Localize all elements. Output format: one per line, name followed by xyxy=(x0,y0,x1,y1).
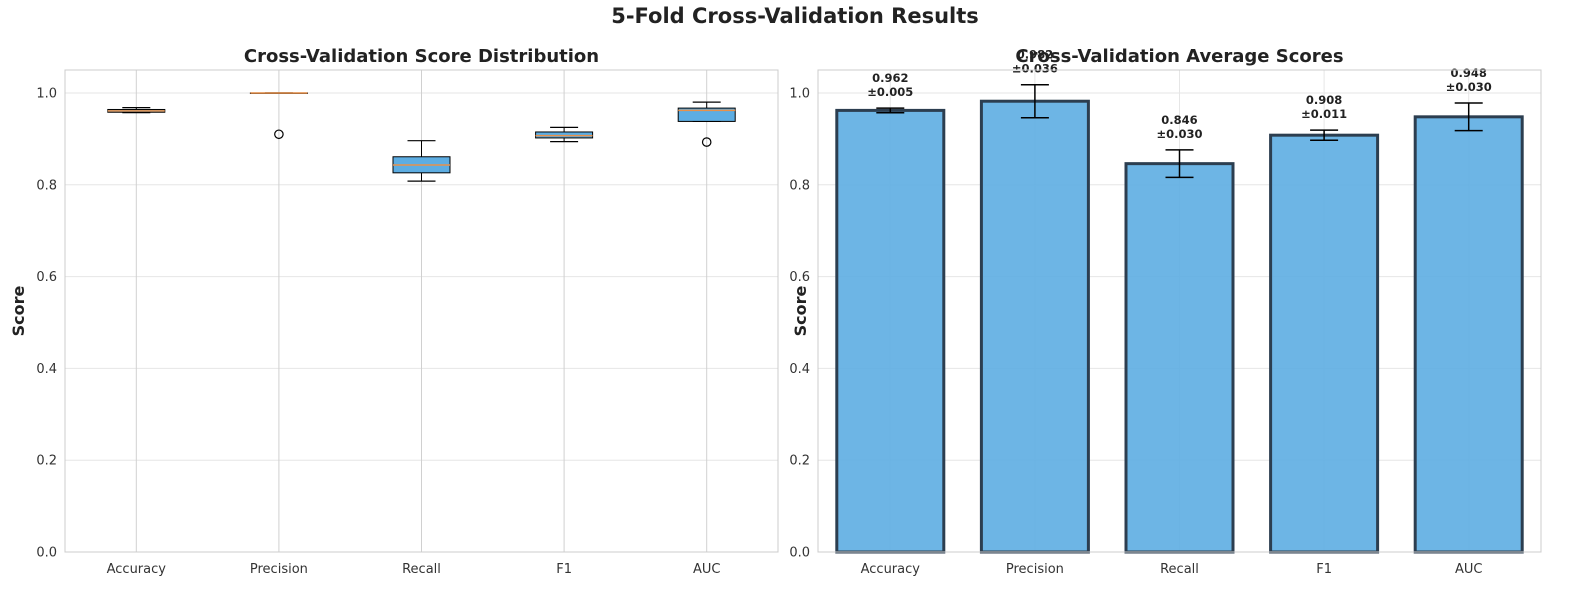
bar-precision: 0.982±0.036 xyxy=(979,48,1090,554)
y-tick-label: 0.8 xyxy=(36,178,57,193)
box-auc xyxy=(677,101,736,147)
bar xyxy=(1269,133,1380,554)
x-tick-label: Recall xyxy=(1160,562,1199,577)
x-tick-label: F1 xyxy=(1316,562,1332,577)
x-tick-label: AUC xyxy=(693,562,721,577)
boxplot-panel: 0.0 0.2 0.4 0.6 0.8 1.0 Accuracy Precision Recal… xyxy=(9,46,779,577)
value-label: 0.846 xyxy=(1161,113,1197,127)
y-tick-label: 1.0 xyxy=(789,86,810,101)
y-tick-label: 0.8 xyxy=(789,178,810,193)
y-tick-label: 0.2 xyxy=(789,454,810,469)
error-label: ±0.011 xyxy=(1301,107,1347,121)
bar-f1: 0.908±0.011 xyxy=(1269,93,1380,554)
plot-frame xyxy=(817,69,1542,553)
bar-auc: 0.948±0.030 xyxy=(1413,66,1524,554)
y-tick-label: 0.4 xyxy=(36,362,57,377)
bar xyxy=(1413,115,1524,554)
error-label: ±0.005 xyxy=(867,85,913,99)
plot-frame xyxy=(64,69,779,553)
x-tick-label: F1 xyxy=(556,562,572,577)
error-label: ±0.030 xyxy=(1156,127,1202,141)
y-axis-label: Score xyxy=(791,285,810,336)
panel-title: Cross-Validation Score Distribution xyxy=(244,46,599,67)
y-tick-label: 0.6 xyxy=(789,270,810,285)
bar xyxy=(1124,162,1235,554)
y-axis-label: Score xyxy=(9,285,28,336)
bar-recall: 0.846±0.030 xyxy=(1124,113,1235,554)
x-tick-label: Accuracy xyxy=(107,562,167,577)
y-tick-label: 1.0 xyxy=(36,86,57,101)
box-f1 xyxy=(535,126,594,143)
bar xyxy=(835,108,946,554)
value-label: 0.982 xyxy=(1017,48,1053,62)
bar-accuracy: 0.962±0.005 xyxy=(835,71,946,554)
outlier-point xyxy=(701,137,712,147)
y-tick-label: 0.4 xyxy=(789,362,810,377)
x-tick-label: Recall xyxy=(402,562,441,577)
value-label: 0.948 xyxy=(1451,66,1487,80)
box-recall xyxy=(392,140,451,182)
y-tick-label: 0.2 xyxy=(36,454,57,469)
error-label: ±0.036 xyxy=(1012,62,1058,76)
barchart-panel: 0.0 0.2 0.4 0.6 0.8 1.0 Accuracy Precision Recal… xyxy=(789,46,1542,577)
x-tick-label: AUC xyxy=(1455,562,1483,577)
outlier-point xyxy=(274,129,284,140)
y-tick-label: 0.0 xyxy=(789,546,810,561)
box-accuracy xyxy=(107,107,166,114)
panel-title: Cross-Validation Average Scores xyxy=(1015,46,1343,67)
figure-title: 5-Fold Cross-Validation Results xyxy=(611,4,979,28)
error-label: ±0.030 xyxy=(1446,80,1492,94)
value-label: 0.908 xyxy=(1306,93,1342,107)
bar xyxy=(979,99,1090,554)
box-precision xyxy=(249,92,308,140)
iqr-box xyxy=(677,107,736,122)
value-label: 0.962 xyxy=(872,71,908,85)
y-tick-label: 0.0 xyxy=(36,546,57,561)
x-tick-label: Accuracy xyxy=(861,562,921,577)
x-tick-label: Precision xyxy=(250,562,308,577)
x-tick-label: Precision xyxy=(1006,562,1064,577)
y-tick-label: 0.6 xyxy=(36,270,57,285)
